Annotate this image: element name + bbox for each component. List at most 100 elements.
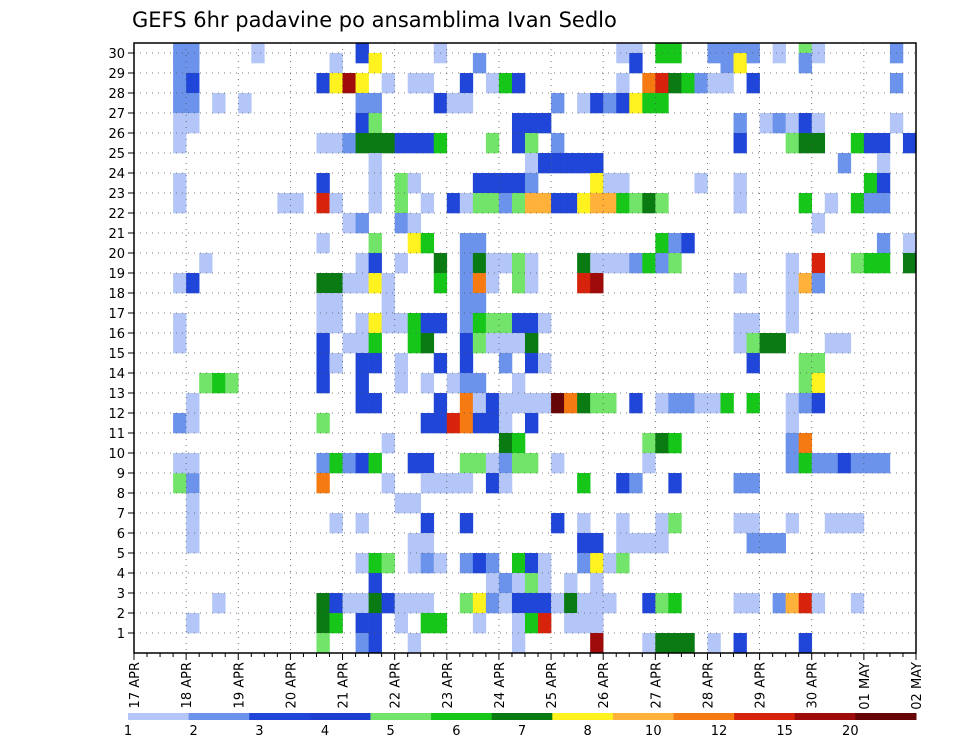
heatmap-cell xyxy=(238,93,252,114)
heatmap-cell xyxy=(498,393,513,414)
heatmap-cell xyxy=(420,133,435,154)
heatmap-cell xyxy=(329,593,343,614)
heatmap-cell xyxy=(459,273,474,294)
heatmap-cell xyxy=(538,153,552,174)
heatmap-cell xyxy=(485,193,500,214)
heatmap-cell xyxy=(459,293,474,314)
heatmap-cell xyxy=(668,633,682,654)
heatmap-cell xyxy=(329,273,343,294)
heatmap-cell xyxy=(433,313,448,334)
heatmap-cell xyxy=(902,253,917,274)
colorbar-swatch xyxy=(309,713,371,720)
heatmap-cell xyxy=(485,453,500,474)
heatmap-cell xyxy=(511,313,526,334)
heatmap-cell xyxy=(551,193,565,214)
heatmap-cell xyxy=(798,633,813,654)
y-tick-label: 22 xyxy=(108,207,125,222)
heatmap-cell xyxy=(590,93,604,114)
colorbar-swatch xyxy=(612,713,675,720)
heatmap-cell xyxy=(876,233,891,254)
heatmap-cell xyxy=(472,193,487,214)
heatmap-cell xyxy=(707,633,721,654)
heatmap-cell xyxy=(511,113,526,134)
heatmap-cell xyxy=(642,73,656,94)
heatmap-cell xyxy=(368,113,382,134)
heatmap-cell xyxy=(329,53,343,74)
x-tick-label: 17 APR xyxy=(128,662,143,708)
colorbar-label: 1 xyxy=(124,724,132,739)
heatmap-cell xyxy=(577,393,591,414)
heatmap-cell xyxy=(420,593,435,614)
y-tick-label: 26 xyxy=(108,127,125,142)
x-tick-label: 22 APR xyxy=(389,662,404,708)
heatmap-cell xyxy=(655,43,669,64)
heatmap-cell xyxy=(577,513,591,534)
grid-layer xyxy=(134,43,916,653)
y-tick-label: 20 xyxy=(108,247,125,262)
heatmap-cell xyxy=(446,473,461,494)
heatmap-cell xyxy=(368,153,382,174)
heatmap-cell xyxy=(772,333,786,354)
y-tick-label: 6 xyxy=(117,527,125,542)
heatmap-cell xyxy=(720,393,734,414)
heatmap-cell xyxy=(590,173,604,194)
heatmap-cell xyxy=(381,433,395,454)
heatmap-cell xyxy=(577,533,591,554)
heatmap-cell xyxy=(472,233,487,254)
heatmap-cell xyxy=(368,53,382,74)
heatmap-cell xyxy=(694,173,708,194)
heatmap-cell xyxy=(511,573,526,594)
x-tick-label: 24 APR xyxy=(493,662,508,708)
heatmap-cell xyxy=(824,513,839,534)
heatmap-cell xyxy=(212,373,226,394)
heatmap-cell xyxy=(368,333,382,354)
heatmap-cell xyxy=(538,353,552,374)
heatmap-cell xyxy=(368,593,382,614)
heatmap-cell xyxy=(642,193,656,214)
heatmap-cell xyxy=(186,413,200,434)
heatmap-cell xyxy=(511,373,526,394)
heatmap-cell xyxy=(850,593,865,614)
heatmap-cell xyxy=(498,333,513,354)
y-tick-label: 21 xyxy=(108,227,125,242)
heatmap-cell xyxy=(173,73,187,94)
heatmap-cell xyxy=(603,93,617,114)
heatmap-cell xyxy=(616,93,630,114)
heatmap-cell xyxy=(394,613,408,634)
heatmap-cell xyxy=(368,353,382,374)
colorbar-label: 8 xyxy=(584,724,592,739)
heatmap-cell xyxy=(472,173,487,194)
heatmap-cell xyxy=(785,593,799,614)
heatmap-cell xyxy=(485,173,500,194)
heatmap-cell xyxy=(407,453,422,474)
y-tick-label: 12 xyxy=(108,407,125,422)
heatmap-cell xyxy=(525,173,539,194)
heatmap-cell xyxy=(316,133,330,154)
heatmap-cell xyxy=(538,113,552,134)
x-tick-label: 21 APR xyxy=(337,662,352,708)
heatmap-cell xyxy=(186,113,200,134)
heatmap-cell xyxy=(525,253,539,274)
heatmap-cell xyxy=(811,133,826,154)
heatmap-cell xyxy=(525,333,539,354)
heatmap-cell xyxy=(316,373,330,394)
heatmap-cell xyxy=(355,313,369,334)
heatmap-cell xyxy=(681,233,695,254)
heatmap-cell xyxy=(472,273,487,294)
heatmap-cell xyxy=(525,553,539,574)
colorbar-label: 12 xyxy=(711,724,728,739)
heatmap-cell xyxy=(407,533,422,554)
colorbar-swatch xyxy=(794,713,856,720)
heatmap-cell xyxy=(629,393,643,414)
heatmap-cell xyxy=(329,73,343,94)
heatmap-cell xyxy=(733,633,747,654)
heatmap-cell xyxy=(798,373,813,394)
heatmap-cell xyxy=(511,633,526,654)
heatmap-cell xyxy=(355,513,369,534)
heatmap-cell xyxy=(407,213,422,234)
heatmap-cell xyxy=(433,413,448,434)
heatmap-cell xyxy=(459,333,474,354)
heatmap-cell xyxy=(368,393,382,414)
heatmap-cell xyxy=(485,393,500,414)
